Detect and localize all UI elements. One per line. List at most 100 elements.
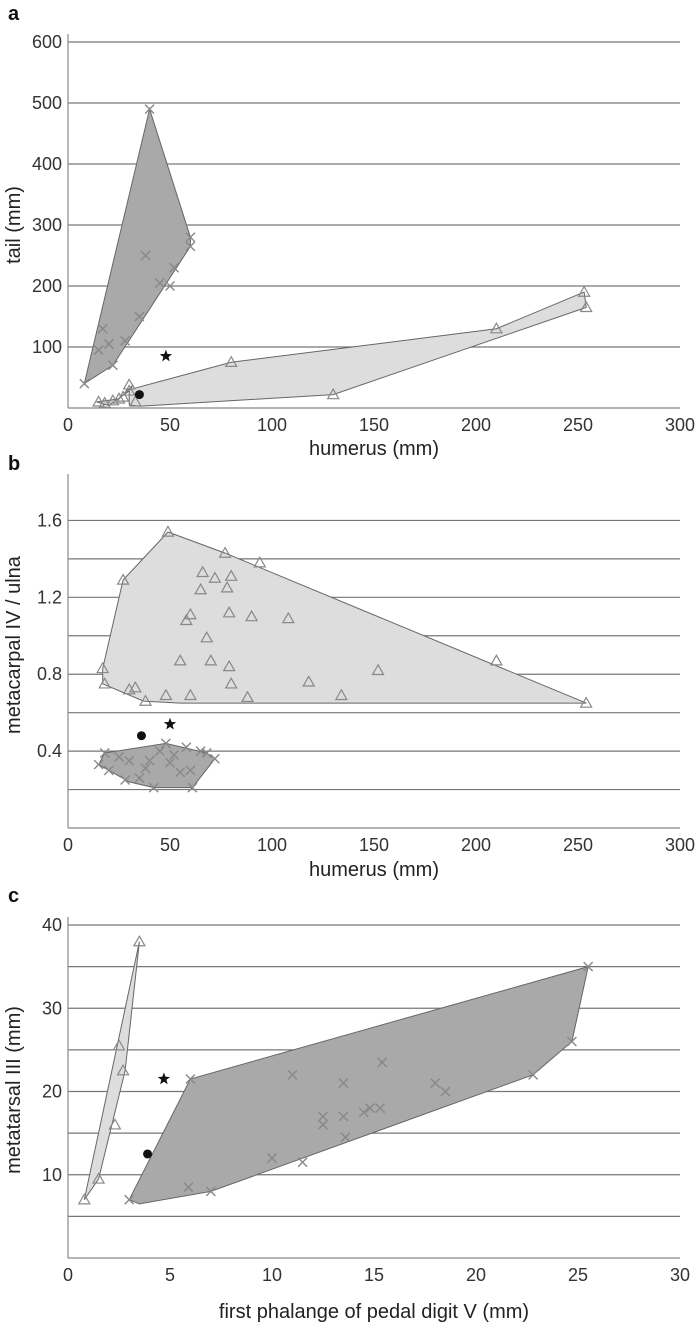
data-point-triangle: [179, 613, 193, 626]
data-point-cross: [103, 765, 114, 776]
data-point-triangle: [218, 546, 232, 558]
data-point-dot: [134, 390, 144, 400]
data-point-triangle: [92, 1172, 106, 1184]
data-point-cross: [187, 782, 198, 793]
data-point-cross: [107, 360, 118, 371]
data-point-cross: [358, 1107, 369, 1118]
data-point-triangle: [224, 677, 238, 689]
data-point-cross: [154, 746, 165, 757]
data-point-triangle: [161, 525, 175, 537]
x-tick-label: 25: [568, 1265, 588, 1285]
x-tick-label: 50: [160, 415, 180, 435]
x-axis-label: humerus (mm): [309, 859, 439, 881]
data-point-triangle: [326, 387, 340, 400]
data-point-cross: [144, 755, 155, 766]
x-axis-label: first phalange of pedal digit V (mm): [219, 1301, 529, 1323]
data-point-cross: [103, 338, 114, 349]
data-point-cross: [185, 1074, 196, 1085]
data-point-triangle: [224, 569, 238, 581]
data-point-triangle: [77, 1193, 91, 1205]
data-point-triangle: [108, 1118, 122, 1130]
data-point-cross: [364, 1103, 375, 1114]
panel-label: a: [8, 3, 20, 25]
x-tick-label: 250: [563, 835, 593, 855]
data-point-cross: [183, 1182, 194, 1193]
y-tick-label: 20: [42, 1082, 62, 1102]
data-point-triangle: [222, 606, 236, 618]
y-axis-label: tail (mm): [3, 186, 25, 264]
chart-panel-b: 0 50 100 150 200 250 300 0.4 0.8 1.2 1.6 humerus (m…: [3, 453, 695, 881]
data-point-cross: [120, 774, 131, 785]
hull-1: [102, 531, 587, 704]
data-point-triangle: [183, 688, 197, 701]
data-point-cross: [430, 1078, 441, 1089]
x-tick-label: 0: [63, 835, 73, 855]
data-point-triangle: [98, 677, 112, 689]
data-point-triangle: [122, 384, 136, 396]
data-point-cross: [165, 281, 175, 291]
data-point-triangle: [334, 688, 348, 701]
hull-2: [128, 291, 587, 407]
data-point-cross: [338, 1111, 349, 1122]
data-point-triangle: [132, 934, 146, 947]
data-point-cross: [528, 1069, 539, 1080]
x-tick-label: 200: [461, 415, 491, 435]
data-point-triangle: [489, 321, 503, 334]
data-point-cross: [160, 738, 171, 749]
data-point-triangle: [92, 395, 106, 407]
data-point-cross: [377, 1057, 388, 1068]
data-point-cross: [566, 1036, 577, 1047]
data-point-cross: [209, 753, 220, 764]
data-point-triangle: [253, 556, 267, 568]
data-point-triangle: [302, 675, 316, 687]
data-point-cross: [124, 755, 135, 766]
data-point-triangle: [196, 565, 210, 578]
data-point-cross: [120, 335, 131, 346]
data-point-star: [157, 1072, 171, 1085]
data-point-triangle: [112, 392, 126, 404]
data-point-cross: [297, 1157, 308, 1168]
x-tick-label: 300: [665, 415, 695, 435]
data-point-cross: [318, 1111, 328, 1122]
data-point-cross: [181, 742, 192, 753]
data-point-triangle: [138, 694, 153, 706]
data-point-cross: [340, 1132, 351, 1143]
data-point-dot: [143, 1149, 153, 1159]
data-point-cross: [185, 241, 196, 252]
data-point-cross: [79, 378, 90, 389]
data-point-cross: [114, 751, 124, 762]
y-tick-label: 1.2: [37, 587, 62, 607]
y-tick-label: 0.4: [37, 741, 62, 761]
data-point-triangle: [208, 571, 222, 583]
data-point-cross: [185, 232, 196, 243]
data-point-triangle: [116, 390, 130, 402]
data-point-triangle: [220, 581, 234, 593]
data-point-cross: [338, 1078, 349, 1089]
x-tick-label: 10: [262, 1265, 282, 1285]
hull-1: [83, 941, 140, 1200]
data-point-cross: [267, 1153, 277, 1164]
data-point-triangle: [128, 680, 142, 693]
data-point-triangle: [112, 1039, 126, 1051]
data-point-cross: [175, 767, 186, 778]
data-point-cross: [144, 104, 155, 115]
data-point-cross: [440, 1086, 451, 1097]
data-point-triangle: [371, 663, 385, 676]
x-tick-label: 0: [63, 1265, 73, 1285]
y-tick-label: 500: [32, 93, 62, 113]
x-axis-label: humerus (mm): [309, 438, 439, 460]
panel-label: c: [8, 885, 19, 907]
data-point-cross: [195, 746, 206, 757]
data-point-cross: [185, 765, 196, 776]
x-tick-label: 0: [63, 415, 73, 435]
data-point-cross: [375, 1103, 386, 1114]
data-point-triangle: [579, 696, 593, 708]
data-point-star: [159, 349, 173, 362]
x-tick-label: 30: [670, 1265, 690, 1285]
data-point-cross: [140, 250, 151, 261]
hull-2: [97, 742, 216, 789]
data-point-cross: [124, 1194, 135, 1205]
y-tick-label: 30: [42, 998, 62, 1018]
x-tick-label: 300: [665, 835, 695, 855]
